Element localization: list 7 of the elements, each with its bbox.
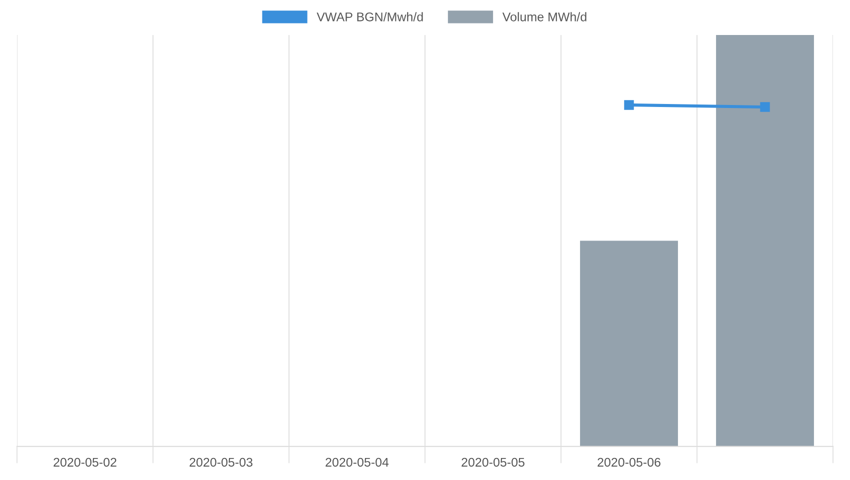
x-tick-label: 2020-05-06	[598, 458, 660, 467]
x-tick-label: 2020-05-03	[190, 458, 252, 467]
legend-label: VWAP BGN/Mwh/d	[316, 12, 423, 22]
x-tick-label: 2020-05-02	[54, 458, 116, 467]
x-tick-label: 2020-05-04	[326, 458, 389, 467]
legend-label: Volume MWh/d	[502, 12, 586, 22]
x-tick-label: 2020-05-05	[462, 458, 524, 467]
